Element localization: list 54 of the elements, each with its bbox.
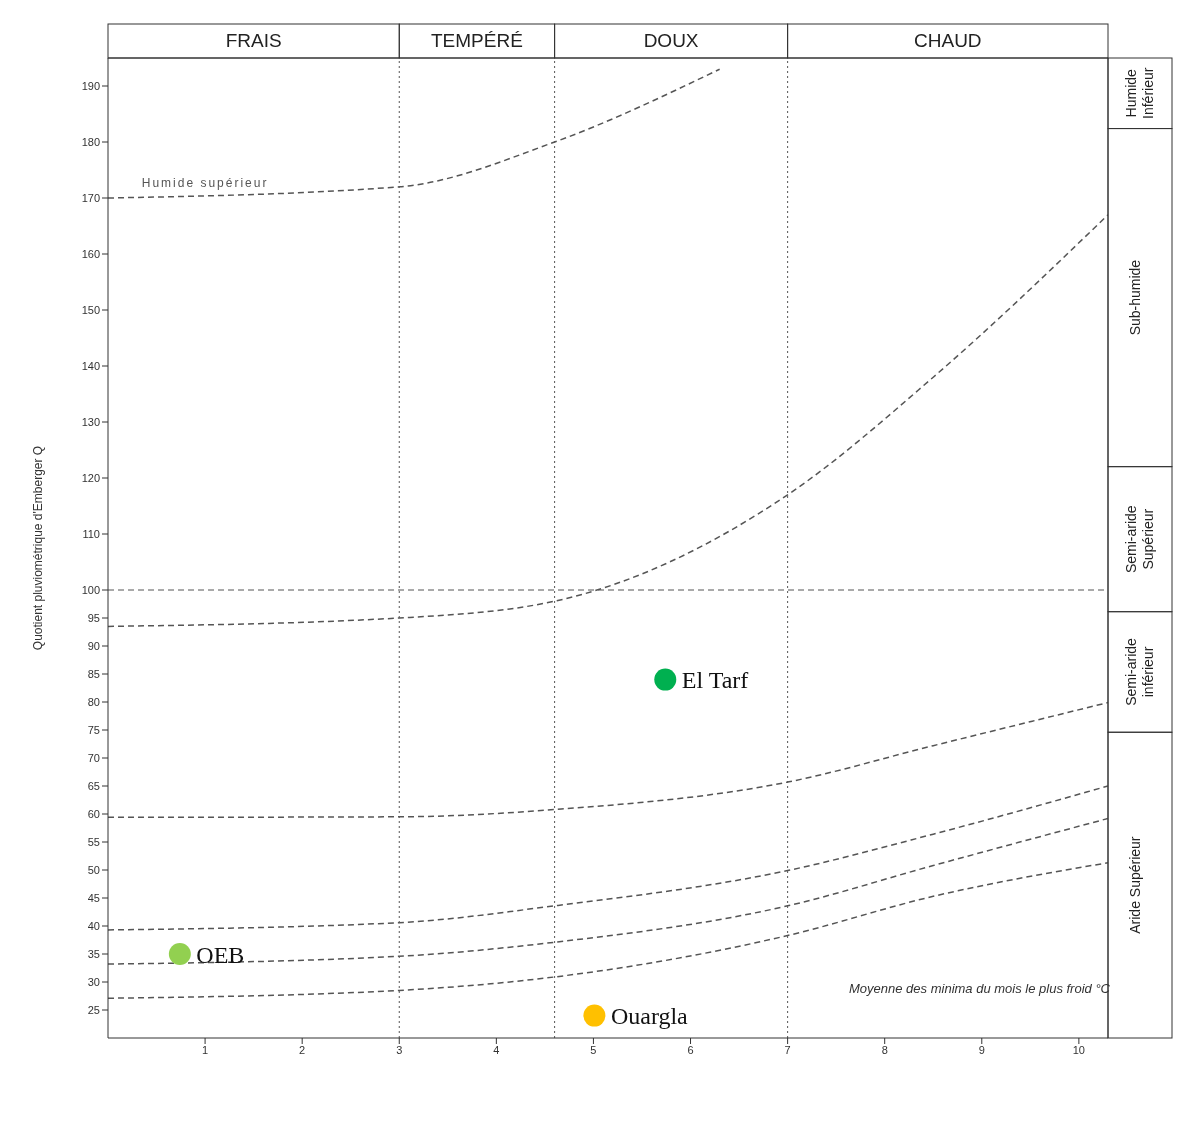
- text: Sub-humide: [1127, 259, 1143, 336]
- y-tick-label: 170: [81, 191, 100, 204]
- y-tick-label: 60: [87, 807, 100, 820]
- y-tick-label: 130: [81, 415, 100, 428]
- line-series: [108, 68, 721, 199]
- series-label: Ouargla: [610, 1003, 689, 1030]
- y-tick-label: 100: [81, 583, 100, 596]
- series-label: OEB: [196, 941, 245, 968]
- text: TEMPÉRÉ: [431, 30, 523, 51]
- point: [583, 1004, 606, 1027]
- series-label: El Tarf: [681, 667, 749, 694]
- y-tick-label: 45: [87, 891, 100, 904]
- y-tick-label: 190: [81, 79, 100, 92]
- x-tick-label: 5: [590, 1043, 597, 1056]
- text: Humide Inférieur: [1123, 67, 1156, 119]
- text: Aride Supérieur: [1127, 836, 1143, 934]
- text: FRAIS: [225, 30, 282, 51]
- y-tick-label: 35: [87, 947, 100, 960]
- text: Semi-aride inférieur: [1123, 637, 1156, 706]
- y-tick-label: 25: [87, 1003, 100, 1016]
- y-tick-label: 140: [81, 359, 100, 372]
- y-tick-label: 65: [87, 779, 100, 792]
- x-tick-label: 3: [396, 1043, 403, 1056]
- y-tick-label: 90: [87, 639, 100, 652]
- y-tick-label: 75: [87, 723, 100, 736]
- y-tick-label: 150: [81, 303, 100, 316]
- x-tick-label: 7: [784, 1043, 791, 1056]
- y-tick-label: 70: [87, 751, 100, 764]
- x-tick-label: 8: [881, 1043, 888, 1056]
- y-tick-label: 110: [82, 527, 100, 540]
- y-tick-label: 80: [87, 695, 100, 708]
- y-tick-label: 95: [87, 611, 100, 624]
- x-tick-label: 4: [493, 1043, 500, 1056]
- y-tick-label: 180: [81, 135, 100, 148]
- text: Semi-aride Supérieur: [1123, 505, 1156, 574]
- point: [168, 943, 191, 965]
- y-axis-title: Quotient pluviométrique d'Emberger Q: [31, 445, 46, 651]
- x-tick-label: 9: [978, 1043, 985, 1056]
- y-tick-label: 55: [87, 835, 100, 848]
- y-tick-label: 40: [87, 919, 100, 932]
- y-tick-label: 120: [81, 471, 100, 484]
- y-tick-label: 50: [87, 863, 100, 876]
- annotation: Humide supérieur: [141, 176, 269, 191]
- y-tick-label: 85: [87, 667, 100, 680]
- text: CHAUD: [914, 30, 982, 51]
- text: DOUX: [643, 30, 699, 51]
- point: [654, 668, 677, 691]
- line-series: [108, 701, 1108, 819]
- y-tick-label: 160: [81, 247, 100, 260]
- x-tick-label: 1: [202, 1043, 209, 1056]
- x-tick-label: 10: [1072, 1043, 1085, 1056]
- y-tick-label: 30: [87, 975, 100, 988]
- x-tick-label: 6: [687, 1043, 694, 1056]
- x-tick-label: 2: [299, 1043, 306, 1056]
